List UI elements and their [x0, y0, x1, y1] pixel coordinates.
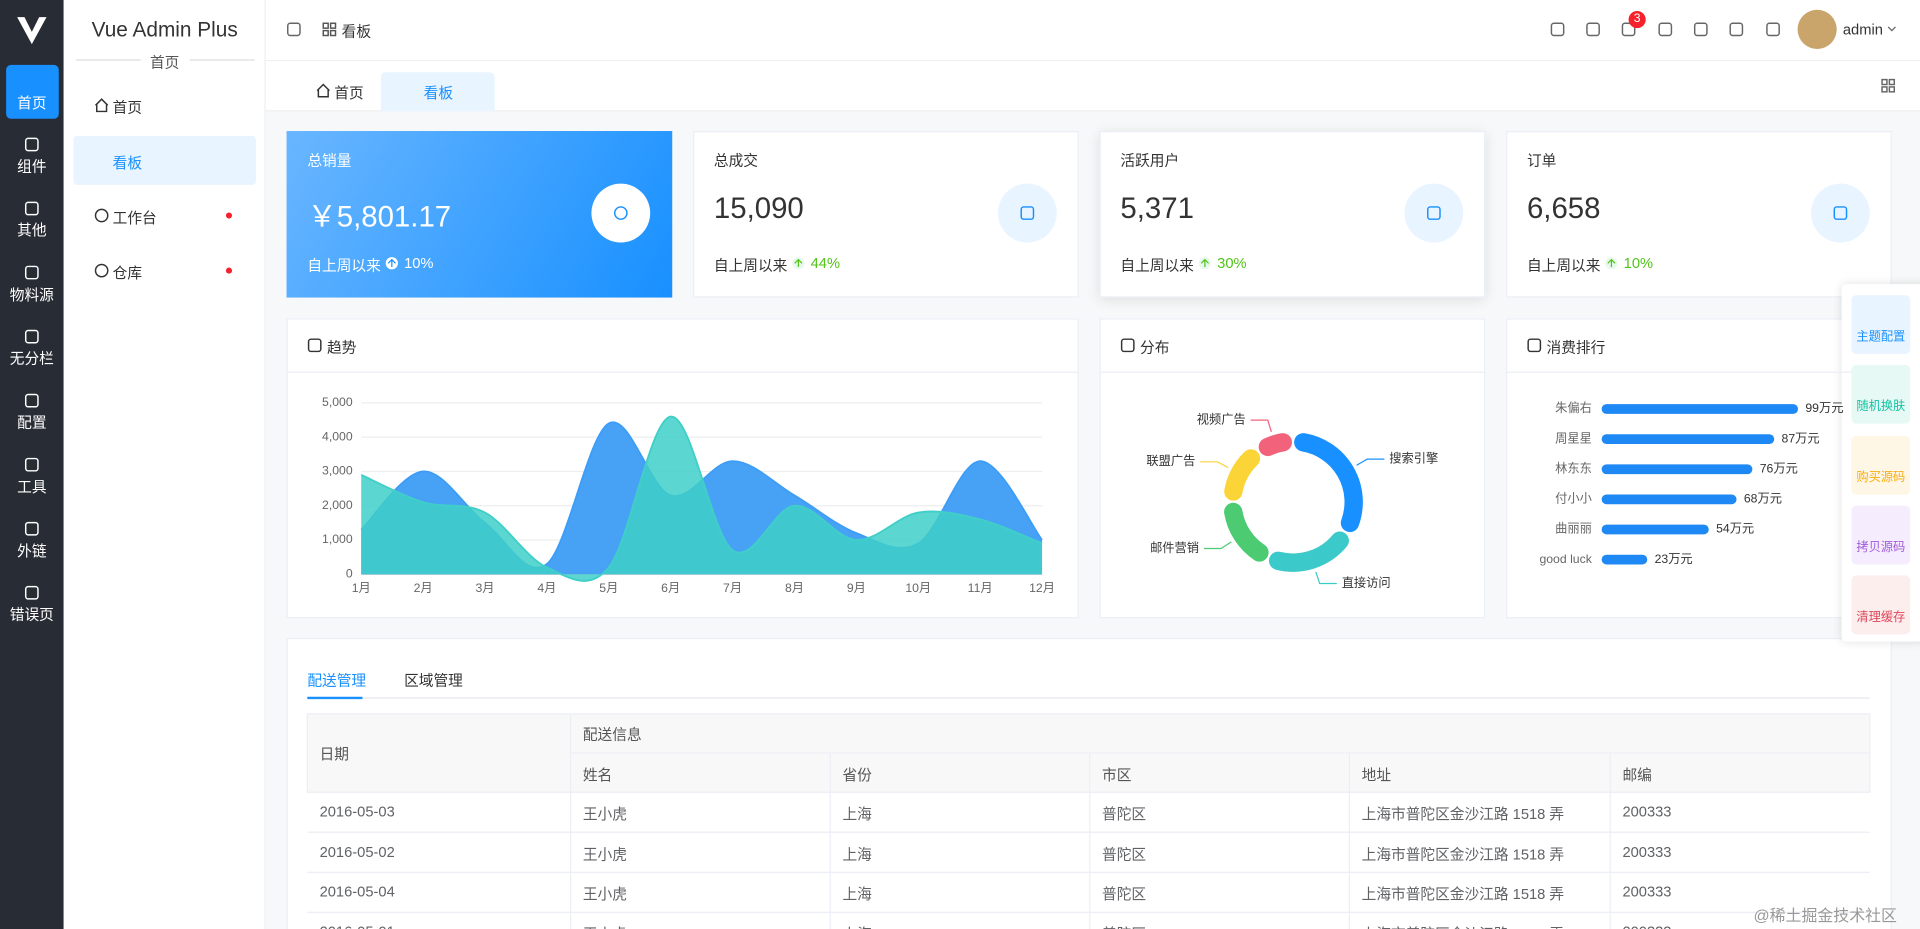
table-header: 日期 [319, 745, 349, 763]
table-cell: 2016-05-03 [319, 803, 395, 821]
table-tab[interactable]: 区域管理 [404, 672, 463, 690]
breadcrumb[interactable]: 看板 [341, 23, 372, 41]
table-cell: 200333 [1622, 803, 1672, 821]
watermark: @稀土掘金技术社区 [1753, 906, 1897, 925]
sidebar-item[interactable]: 首页 [17, 94, 47, 112]
card-title: 活跃用户 [1120, 151, 1180, 169]
card-value: 6,658 [1526, 192, 1601, 226]
table-cell: 上海 [842, 845, 872, 863]
chart-title: 消费排行 [1546, 339, 1606, 357]
card-change: 10% [1623, 254, 1654, 272]
submenu-item[interactable]: 工作台 [112, 209, 157, 227]
card-footer: 自上周以来 [1526, 257, 1601, 275]
table-cell: 2016-05-02 [319, 843, 395, 861]
submenu-item[interactable]: 仓库 [112, 264, 143, 282]
table-cell: 王小虎 [582, 845, 627, 863]
table-cell: 上海 [842, 923, 871, 929]
sidebar-item[interactable]: 物料源 [9, 286, 54, 304]
tab-active-bg [380, 72, 495, 112]
float-button-bg[interactable] [1851, 365, 1911, 425]
table-cell: 王小虎 [583, 923, 627, 929]
float-button-bg[interactable] [1851, 295, 1911, 354]
table-cell: 2016-05-04 [319, 883, 395, 901]
table-header: 地址 [1361, 766, 1392, 784]
submenu-active-bg [73, 135, 256, 185]
table-cell: 普陀区 [1102, 885, 1147, 903]
table-tab[interactable]: 配送管理 [307, 672, 367, 690]
card-value: 5,371 [1120, 192, 1194, 226]
header [265, 0, 1920, 62]
submenu-section: 首页 [149, 53, 180, 72]
sidebar-item[interactable]: 配置 [17, 414, 47, 432]
card-value: ￥5,801.17 [307, 200, 452, 234]
card-change: 44% [810, 254, 841, 272]
sidebar-item[interactable]: 其他 [17, 221, 47, 240]
table-cell: 普陀区 [1102, 845, 1147, 863]
card-title: 总销量 [307, 151, 352, 169]
sidebar-item[interactable]: 外链 [17, 542, 47, 560]
sidebar [0, 0, 64, 929]
table-cell: 2016-05-01 [320, 923, 395, 929]
chart-panel [286, 318, 1079, 619]
badge-count: 3 [1633, 12, 1641, 26]
submenu-item[interactable]: 看板 [112, 154, 143, 172]
table-cell: 上海市普陀区金沙江路 1518 弄 [1361, 845, 1565, 863]
submenu-item[interactable]: 首页 [112, 99, 143, 117]
card-footer: 自上周以来 [1120, 257, 1194, 275]
tab[interactable]: 首页 [334, 84, 364, 102]
float-button-bg[interactable] [1851, 435, 1911, 495]
table-header: 邮编 [1622, 766, 1652, 784]
table-cell: 200333 [1622, 883, 1672, 901]
float-button-bg[interactable] [1851, 575, 1911, 635]
table-cell: 普陀区 [1102, 805, 1147, 823]
table-cell: 普陀区 [1102, 923, 1146, 929]
float-button-bg[interactable] [1851, 505, 1911, 565]
chart-title: 趋势 [326, 339, 357, 357]
submenu-title: Vue Admin Plus [91, 18, 238, 42]
card-value: 15,090 [713, 192, 804, 226]
chart-panel [1099, 318, 1486, 619]
sidebar-item[interactable]: 无分栏 [9, 350, 54, 368]
table-cell: 上海市普陀区金沙江路 1518 弄 [1361, 805, 1565, 823]
table-header: 省份 [842, 766, 872, 784]
table-cell: 200333 [1622, 923, 1671, 929]
chart-panel [1506, 318, 1892, 619]
card-footer: 自上周以来 [307, 257, 381, 275]
float-button[interactable]: 清理缓存 [1856, 611, 1906, 625]
table-cell: 上海 [842, 805, 872, 823]
card-title: 订单 [1526, 151, 1557, 169]
float-button[interactable]: 购买源码 [1856, 470, 1906, 485]
sidebar-item[interactable]: 组件 [17, 157, 47, 176]
sidebar-item[interactable]: 工具 [17, 478, 47, 496]
card-footer: 自上周以来 [713, 257, 788, 275]
table-header: 市区 [1102, 766, 1132, 784]
sidebar-item[interactable]: 错误页 [9, 606, 54, 624]
float-button[interactable]: 主题配置 [1856, 330, 1906, 345]
table-cell: 上海 [842, 885, 872, 903]
float-button[interactable]: 拷贝源码 [1856, 541, 1906, 555]
float-button[interactable]: 随机换肤 [1856, 400, 1906, 415]
table-cell: 王小虎 [582, 805, 627, 823]
card-change: 30% [1217, 254, 1247, 272]
table-header: 姓名 [582, 766, 613, 784]
table-cell: 王小虎 [582, 885, 627, 903]
table-cell: 上海市普陀区金沙江路 1518 弄 [1362, 923, 1565, 929]
card-change: 10% [404, 254, 434, 272]
menu-active-bg [6, 64, 59, 119]
tab-bar [265, 61, 1920, 112]
user-name[interactable]: admin [1842, 20, 1883, 38]
card-title: 总成交 [713, 151, 758, 169]
table-cell: 200333 [1622, 843, 1672, 861]
chart-title: 分布 [1140, 339, 1170, 357]
table-cell: 上海市普陀区金沙江路 1518 弄 [1361, 885, 1565, 903]
tab[interactable]: 看板 [423, 84, 454, 102]
table-group-header: 配送信息 [582, 726, 642, 744]
